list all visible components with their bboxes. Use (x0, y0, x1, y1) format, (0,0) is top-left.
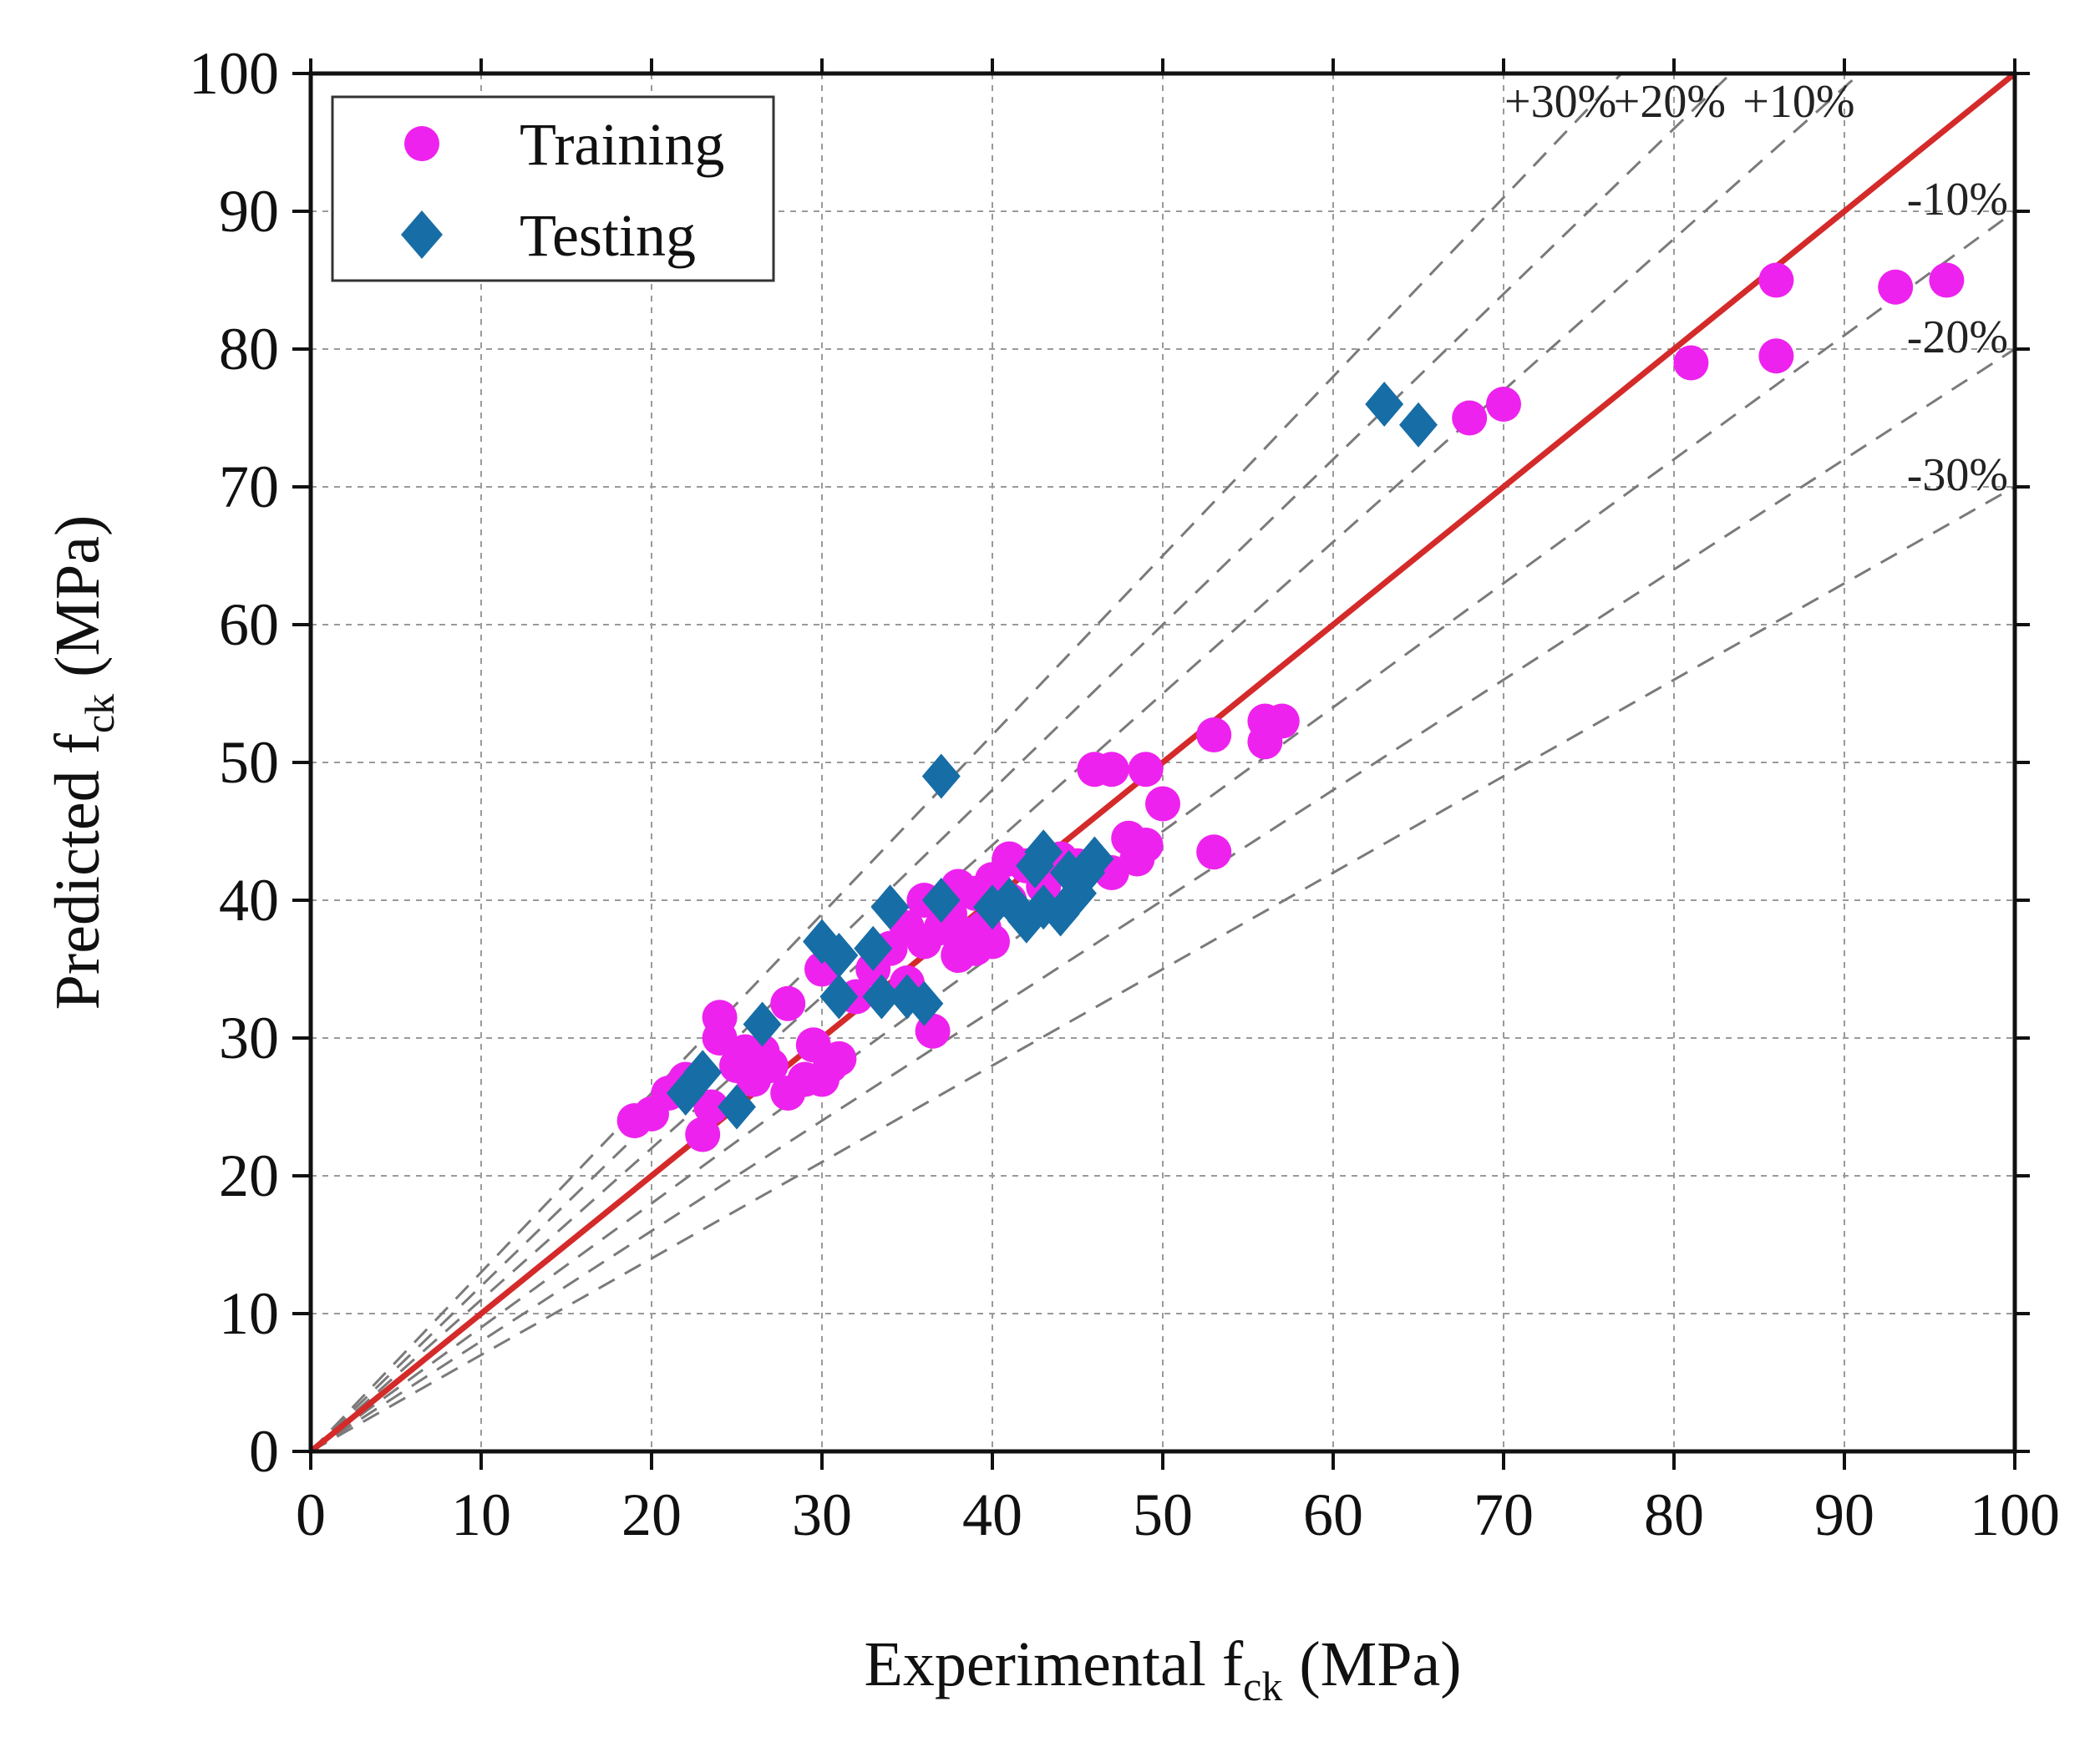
training-point (1452, 400, 1488, 436)
testing-point (1075, 836, 1114, 882)
y-tick-label: 30 (219, 1005, 279, 1071)
training-point (1758, 262, 1794, 298)
x-tick-label: 40 (962, 1481, 1022, 1548)
y-tick-label: 50 (219, 729, 279, 796)
testing-point (819, 933, 859, 978)
data-points (616, 262, 1965, 1152)
error-band-line (311, 73, 1623, 1451)
testing-point (666, 1071, 705, 1116)
series-testing (666, 382, 1438, 1130)
testing-point (1067, 850, 1106, 895)
error-band-line (311, 347, 2015, 1451)
legend: Training Testing (331, 95, 775, 282)
training-point (693, 1089, 729, 1125)
x-tick-label: 90 (1814, 1481, 1874, 1548)
y-tick-label: 10 (219, 1280, 279, 1347)
gridlines (311, 73, 2015, 1451)
training-point (1128, 828, 1164, 863)
testing-point (718, 1084, 756, 1130)
y-axis-title-sub: ck (76, 694, 123, 733)
training-point (1093, 752, 1129, 787)
y-tick-label: 0 (249, 1418, 279, 1485)
training-point (1196, 834, 1232, 870)
legend-label-training: Training (520, 111, 724, 178)
testing-point (1024, 884, 1063, 930)
error-band-line (311, 485, 2015, 1451)
training-point (685, 1117, 721, 1152)
training-point (702, 1000, 738, 1036)
x-axis-title-sub: ck (1243, 1663, 1282, 1709)
y-tick-label: 80 (219, 316, 279, 382)
x-tick-label: 30 (792, 1481, 852, 1548)
x-axis-title-unit: (MPa) (1299, 1629, 1461, 1699)
testing-point (905, 980, 944, 1026)
training-point (821, 1041, 857, 1076)
error-band-label: -30% (1907, 449, 2008, 501)
training-point (975, 924, 1010, 960)
reference-line-group (311, 73, 2015, 1451)
testing-point (921, 753, 961, 799)
y-tick-label: 40 (219, 867, 279, 934)
testing-point (854, 925, 893, 971)
x-tick-label: 0 (296, 1481, 326, 1548)
testing-point (862, 974, 901, 1020)
reference-line (311, 73, 2015, 1451)
training-point (1878, 269, 1914, 305)
training-point (1196, 717, 1232, 752)
error-band-label: +10% (1742, 76, 1854, 128)
error-band-label: +20% (1614, 76, 1726, 128)
x-tick-label: 80 (1644, 1481, 1704, 1548)
testing-point (819, 974, 859, 1020)
training-point (770, 985, 806, 1021)
x-axis-title: Experimental fck (MPa) (864, 1629, 1461, 1709)
y-tick-label: 90 (219, 178, 279, 245)
testing-point (1399, 402, 1438, 448)
error-band-labels: +30%+20% +10% -10% -20% -30% (1504, 76, 2008, 501)
training-point (1128, 752, 1164, 787)
training-point (1264, 703, 1300, 739)
y-axis-title: Predicted fck (MPa) (43, 515, 123, 1010)
testing-point (870, 884, 910, 930)
x-tick-label: 50 (1133, 1481, 1193, 1548)
training-point (753, 1048, 789, 1083)
y-axis-title-main: Predicted f (43, 732, 113, 1010)
error-band-line (311, 210, 2015, 1451)
axis-ticks: 0 10 20 30 40 50 60 70 80 90 100 0 10 20 30 40 50 60 70 80 9… (189, 40, 2060, 1548)
y-tick-label: 60 (219, 591, 279, 658)
training-point (1673, 345, 1709, 381)
legend-marker-training (404, 126, 439, 161)
legend-label-testing: Testing (520, 202, 696, 269)
error-band-label: -20% (1907, 311, 2008, 363)
x-axis-title-main: Experimental f (864, 1629, 1243, 1699)
testing-point (683, 1050, 723, 1096)
x-tick-label: 20 (621, 1481, 682, 1548)
training-point (1929, 262, 1965, 298)
x-tick-label: 10 (451, 1481, 511, 1548)
y-axis-title-unit: (MPa) (43, 515, 113, 677)
error-band-label: +30% (1504, 76, 1616, 128)
testing-point (1024, 829, 1063, 875)
x-tick-label: 100 (1970, 1481, 2060, 1548)
y-tick-label: 100 (189, 40, 279, 107)
y-tick-label: 70 (219, 453, 279, 520)
legend-box (331, 95, 775, 282)
testing-point (743, 1001, 782, 1047)
x-tick-label: 70 (1474, 1481, 1534, 1548)
error-band-label: -10% (1907, 174, 2008, 225)
legend-marker-testing (401, 210, 443, 259)
x-tick-label: 60 (1303, 1481, 1363, 1548)
y-tick-label: 20 (219, 1142, 279, 1209)
training-point (1145, 786, 1180, 822)
testing-point (1041, 891, 1080, 937)
training-point (1758, 338, 1794, 374)
testing-point (1365, 382, 1404, 427)
training-point (1486, 387, 1521, 422)
testing-point (921, 878, 961, 923)
